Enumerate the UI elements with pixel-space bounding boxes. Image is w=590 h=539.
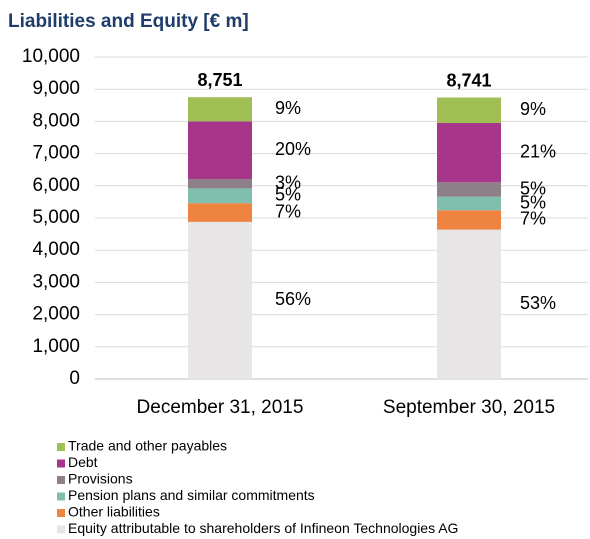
- value-label: 7%: [520, 209, 546, 229]
- y-tick-label: 2,000: [32, 304, 80, 325]
- y-tick-label: 1,000: [32, 336, 80, 357]
- legend-label: Equity attributable to shareholders of I…: [68, 520, 458, 536]
- legend-label: Other liabilities: [68, 504, 160, 520]
- legend-swatch: [57, 525, 65, 534]
- legend-swatch: [57, 476, 65, 484]
- y-tick-label: 9,000: [32, 78, 80, 99]
- bar-segment: [437, 123, 501, 183]
- bar-segment: [437, 97, 501, 124]
- bar-segment: [437, 196, 501, 211]
- total-label: 8,741: [446, 70, 491, 90]
- y-tick-label: 7,000: [32, 143, 80, 164]
- value-label: 5%: [520, 192, 546, 212]
- y-tick-label: 4,000: [32, 239, 80, 260]
- y-tick-label: 0: [69, 368, 80, 389]
- value-label: 20%: [275, 139, 311, 159]
- bar-segment: [188, 179, 252, 189]
- value-label: 7%: [275, 201, 301, 221]
- bar-segment: [188, 221, 252, 379]
- legend-swatch: [57, 509, 65, 517]
- chart-title: Liabilities and Equity [€ m]: [8, 11, 249, 32]
- value-label: 21%: [520, 141, 556, 161]
- y-tick-label: 6,000: [32, 175, 80, 196]
- bar-segment: [188, 203, 252, 222]
- legend-swatch: [57, 459, 65, 468]
- bar-segment: [188, 97, 252, 122]
- x-tick-label: September 30, 2015: [383, 397, 555, 418]
- legend-label: Pension plans and similar commitments: [68, 487, 315, 503]
- bar-segment: [437, 229, 501, 379]
- y-tick-label: 8,000: [32, 110, 80, 131]
- y-tick-label: 10,000: [22, 46, 80, 67]
- legend-swatch: [57, 492, 65, 501]
- value-label: 3%: [275, 172, 301, 192]
- value-label: 9%: [520, 99, 546, 119]
- bar-segment: [188, 188, 252, 204]
- value-label: 53%: [520, 293, 556, 313]
- value-label: 9%: [275, 98, 301, 118]
- legend-swatch: [57, 443, 65, 451]
- legend-label: Provisions: [68, 471, 133, 487]
- legend-label: Debt: [68, 454, 98, 470]
- y-tick-label: 5,000: [32, 207, 80, 228]
- y-tick-label: 3,000: [32, 271, 80, 292]
- value-label: 5%: [275, 185, 301, 205]
- legend-label: Trade and other payables: [68, 438, 227, 454]
- x-tick-label: December 31, 2015: [137, 397, 304, 418]
- value-label: 5%: [520, 178, 546, 198]
- bar-segment: [437, 182, 501, 197]
- total-label: 8,751: [197, 70, 242, 90]
- bar-segment: [437, 210, 501, 230]
- bar-segment: [188, 121, 252, 180]
- value-label: 56%: [275, 289, 311, 309]
